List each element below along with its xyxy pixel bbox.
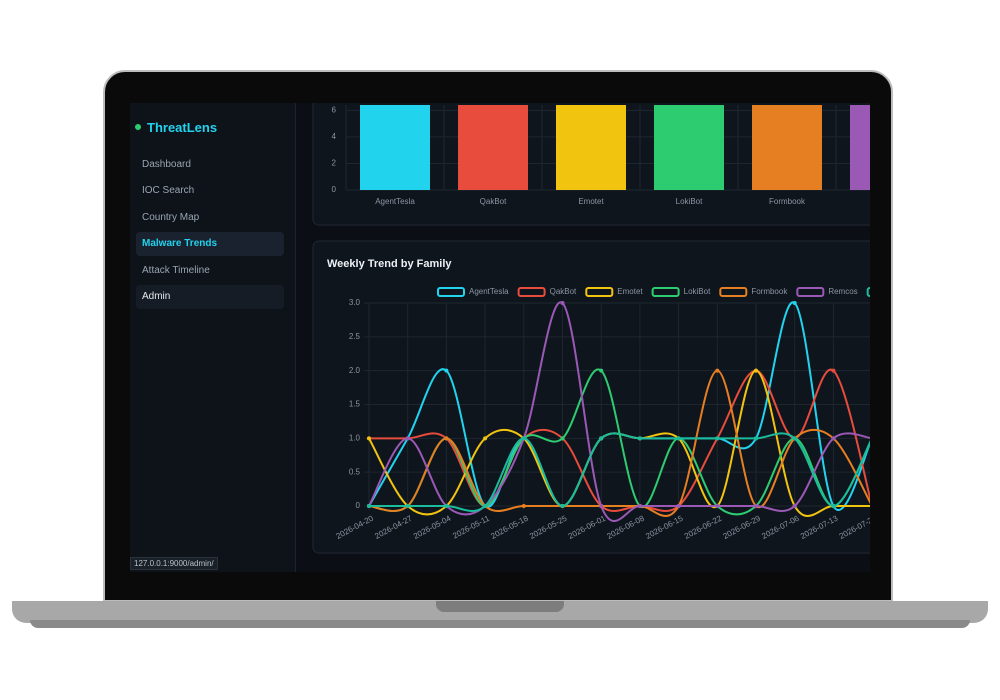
legend-label: Formbook — [751, 287, 788, 296]
x-tick-label: Formbook — [769, 197, 806, 206]
point — [715, 504, 720, 508]
x-tick-label: LokiBot — [676, 197, 703, 206]
legend-label: LokiBot — [684, 287, 711, 296]
point — [831, 436, 836, 441]
status-dot — [135, 124, 141, 130]
bar — [360, 105, 430, 190]
nav-item[interactable]: Malware Trends — [136, 232, 284, 256]
point — [444, 436, 449, 441]
point — [754, 368, 758, 373]
legend-swatch — [719, 287, 748, 297]
point — [444, 504, 449, 508]
y-tick-label: 0 — [356, 501, 361, 510]
point — [599, 504, 604, 508]
legend-swatch — [437, 287, 465, 297]
point — [560, 301, 565, 305]
legend-swatch — [651, 287, 680, 297]
point — [521, 504, 526, 508]
point — [367, 436, 371, 441]
laptop-base-shadow — [30, 620, 970, 628]
point — [405, 436, 410, 441]
bar — [458, 105, 528, 190]
point — [444, 368, 449, 373]
nav-item[interactable]: Country Map — [142, 212, 200, 223]
line-card — [312, 240, 870, 554]
point — [676, 504, 681, 508]
point — [521, 436, 526, 441]
point — [792, 301, 797, 305]
point — [599, 368, 604, 373]
point — [483, 436, 488, 441]
point — [792, 436, 797, 441]
point — [754, 504, 758, 508]
y-tick-label: 0 — [332, 185, 337, 194]
y-tick-label: 6 — [332, 105, 337, 114]
legend-label: QakBot — [550, 287, 577, 296]
nav-item[interactable]: IOC Search — [142, 185, 195, 196]
charts: Weekly Trend by Family 0 2 4 6 AgentTesla Qak… — [312, 103, 870, 554]
bar — [850, 105, 870, 190]
x-tick-label: AgentTesla — [375, 197, 415, 206]
y-tick-label: 1.5 — [349, 400, 361, 409]
nav-item[interactable]: Attack Timeline — [142, 265, 210, 276]
screen: ThreatLens Dashboard IOC Search Country Ma… — [130, 103, 870, 572]
legend-swatch — [585, 287, 614, 297]
point — [715, 436, 720, 441]
y-tick-label: 2.5 — [349, 332, 361, 341]
sidebar: ThreatLens Dashboard IOC Search Country Ma… — [130, 103, 296, 572]
legend-label: Remcos — [828, 287, 857, 296]
point — [637, 504, 642, 508]
x-tick-label: QakBot — [480, 197, 507, 206]
nav-item[interactable]: Admin — [136, 285, 284, 309]
y-tick-label: 4 — [332, 132, 337, 141]
point — [483, 504, 488, 508]
brand: ThreatLens — [147, 120, 218, 135]
legend-label: AgentTesla — [469, 287, 509, 296]
bar — [752, 105, 822, 190]
y-tick-label: 0.5 — [349, 467, 361, 476]
laptop-notch — [436, 601, 564, 612]
point — [637, 436, 642, 441]
point — [560, 436, 565, 441]
point — [792, 504, 797, 508]
point — [405, 504, 410, 508]
y-tick-label: 2.0 — [349, 366, 361, 375]
point — [599, 436, 604, 441]
point — [560, 504, 565, 508]
point — [831, 368, 836, 373]
y-tick-label: 3.0 — [349, 298, 361, 307]
bar — [556, 105, 626, 190]
legend-swatch — [866, 287, 870, 297]
point — [715, 368, 720, 373]
point — [367, 504, 371, 508]
legend-swatch — [517, 287, 546, 297]
y-tick-label: 2 — [332, 159, 337, 168]
chart-title: Weekly Trend by Family — [327, 258, 452, 270]
legend-swatch — [796, 287, 825, 297]
point — [676, 436, 681, 441]
x-tick-label: Emotet — [578, 197, 604, 206]
legend-label: Emotet — [617, 287, 643, 296]
laptop-base — [12, 601, 988, 623]
point — [831, 504, 836, 508]
y-tick-label: 1.0 — [349, 433, 361, 442]
nav-item[interactable]: Dashboard — [142, 159, 191, 170]
point — [754, 436, 758, 441]
status-url: 127.0.0.1:9000/admin/ — [130, 557, 218, 570]
bar — [654, 105, 724, 190]
